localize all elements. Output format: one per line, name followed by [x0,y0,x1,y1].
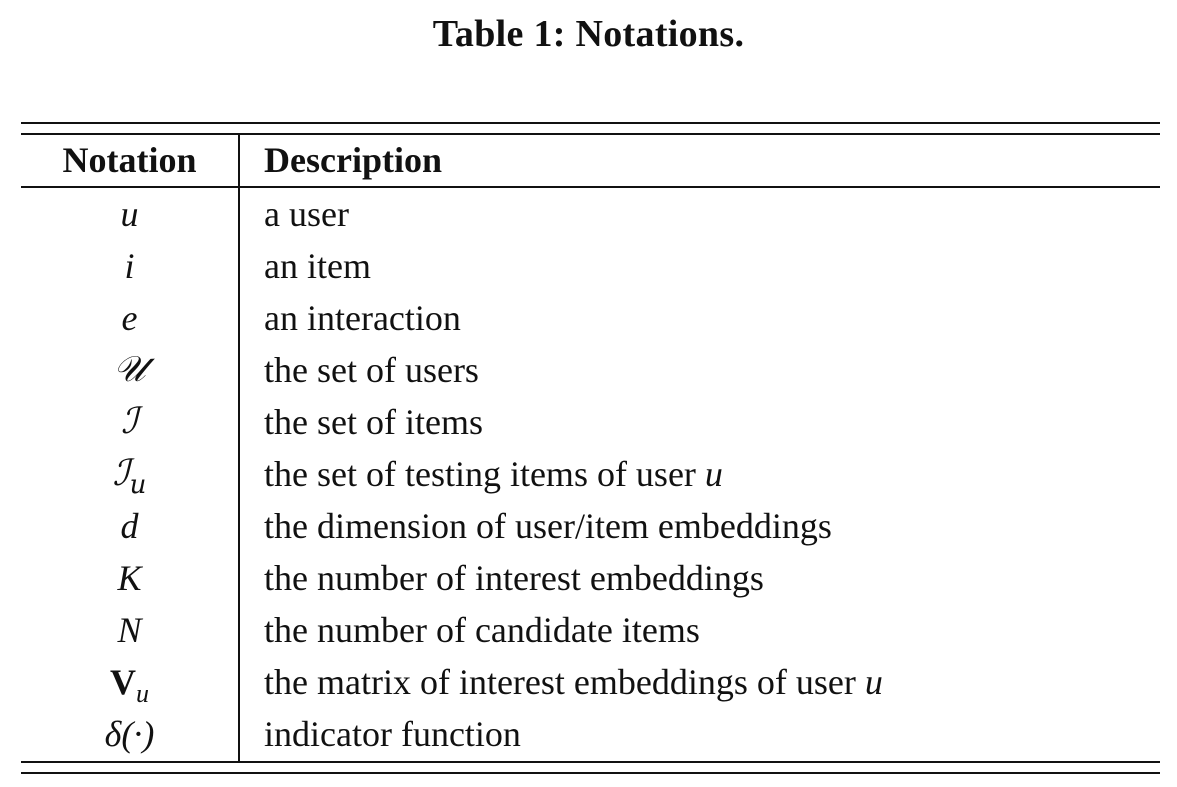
notation-cell: δ(·) [21,708,238,760]
description-text: the set of items [264,402,483,442]
notation-symbol: ℐ [112,453,130,494]
notation-symbol: i [124,246,135,286]
description-text: the dimension of user/item embeddings [264,506,832,546]
notation-symbol: δ(·) [104,714,155,754]
notation-cell: u [21,188,238,240]
table-row: δ(·) indicator function [21,708,1160,760]
notation-symbol: e [121,298,138,338]
description-cell: a user [264,188,349,240]
description-text: the number of interest embeddings [264,558,764,598]
top-rule-outer [21,122,1160,124]
description-variable: u [704,454,723,494]
notation-symbol: ℐ [121,401,138,442]
notation-symbol: 𝒰 [113,349,146,390]
table-row: u a user [21,188,1160,240]
description-cell: the number of candidate items [264,604,700,656]
notation-cell: i [21,240,238,292]
header-description: Description [264,140,442,180]
description-cell: the set of users [264,344,479,396]
header-rule [21,186,1160,188]
description-text: an item [264,246,371,286]
description-cell: the number of interest embeddings [264,552,764,604]
table-row: i an item [21,240,1160,292]
description-cell: the matrix of interest embeddings of use… [264,656,883,708]
description-cell: the dimension of user/item embeddings [264,500,832,552]
notation-cell: ℐu [21,448,238,500]
notation-symbol: K [117,558,142,598]
description-text: the set of testing items of user [264,454,705,494]
header-notation: Notation [62,140,197,180]
table-row: e an interaction [21,292,1160,344]
description-cell: indicator function [264,708,521,760]
notation-cell: d [21,500,238,552]
notation-subscript: u [136,679,149,708]
notation-cell: ℐ [21,396,238,448]
table-caption: Table 1: Notations. [432,13,745,55]
notation-cell: Vu [21,656,238,708]
notation-cell: e [21,292,238,344]
description-text: the matrix of interest embeddings of use… [264,662,865,702]
description-text: an interaction [264,298,461,338]
notation-symbol: d [120,506,139,546]
description-cell: the set of items [264,396,483,448]
notation-symbol: V [110,662,136,702]
notation-cell: K [21,552,238,604]
description-cell: an interaction [264,292,461,344]
bottom-rule-inner [21,761,1160,763]
notation-cell: N [21,604,238,656]
notation-symbol: u [120,194,139,234]
description-cell: an item [264,240,371,292]
description-text: indicator function [264,714,521,754]
notation-symbol: N [117,610,142,650]
description-cell: the set of testing items of user u [264,448,723,500]
bottom-rule-outer [21,772,1160,774]
table-row: ℐu the set of testing items of user u [21,448,1160,500]
column-divider [238,135,240,762]
top-rule-inner [21,133,1160,135]
table-row: d the dimension of user/item embeddings [21,500,1160,552]
description-variable: u [864,662,883,702]
notation-cell: 𝒰 [21,344,238,396]
notation-subscript: u [129,470,147,500]
description-text: the number of candidate items [264,610,700,650]
table-row: Vu the matrix of interest embeddings of u… [21,656,1160,708]
description-text: the set of users [264,350,479,390]
description-text: a user [264,194,349,234]
